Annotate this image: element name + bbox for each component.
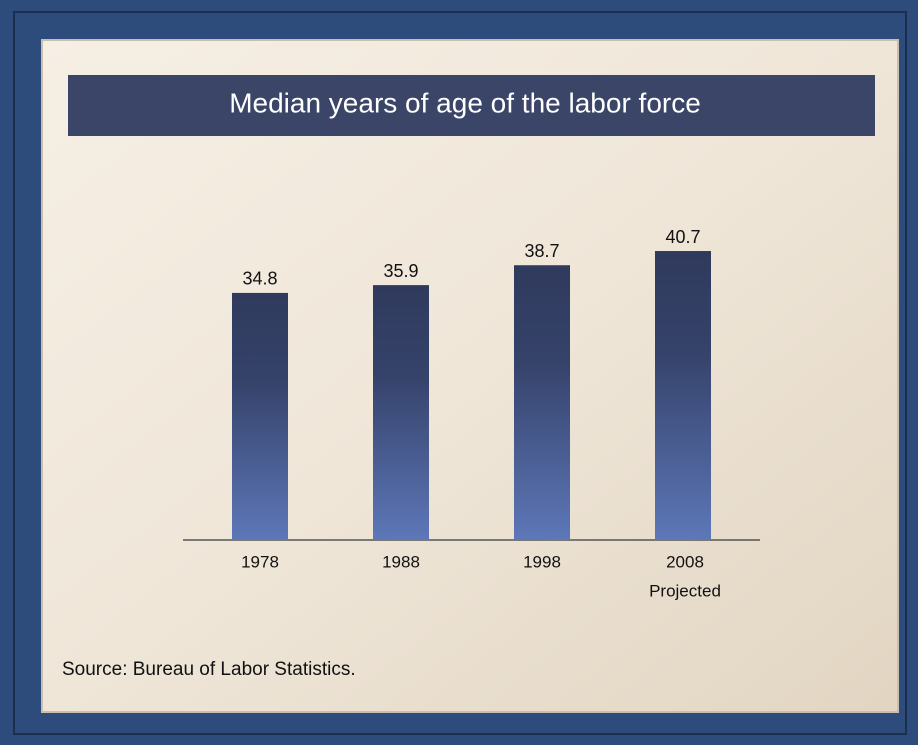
x-tick-label: 2008	[666, 552, 704, 571]
title-bar	[68, 75, 875, 136]
x-tick-label: 1998	[523, 552, 561, 571]
frame	[13, 11, 907, 735]
value-label: 35.9	[383, 261, 418, 281]
panel	[41, 39, 899, 713]
annotation: Projected	[649, 581, 721, 600]
x-tick-label: 1988	[382, 552, 420, 571]
value-label: 40.7	[665, 227, 700, 247]
source: Source: Bureau of Labor Statistics.	[62, 659, 356, 680]
chart-title: Median years of age of the labor force	[229, 87, 701, 118]
bar	[514, 265, 570, 540]
bar	[655, 251, 711, 540]
x-tick-label: 1978	[241, 552, 279, 571]
bar	[373, 285, 429, 540]
value-label: 38.7	[524, 241, 559, 261]
value-label: 34.8	[242, 269, 277, 289]
bar	[232, 292, 288, 540]
